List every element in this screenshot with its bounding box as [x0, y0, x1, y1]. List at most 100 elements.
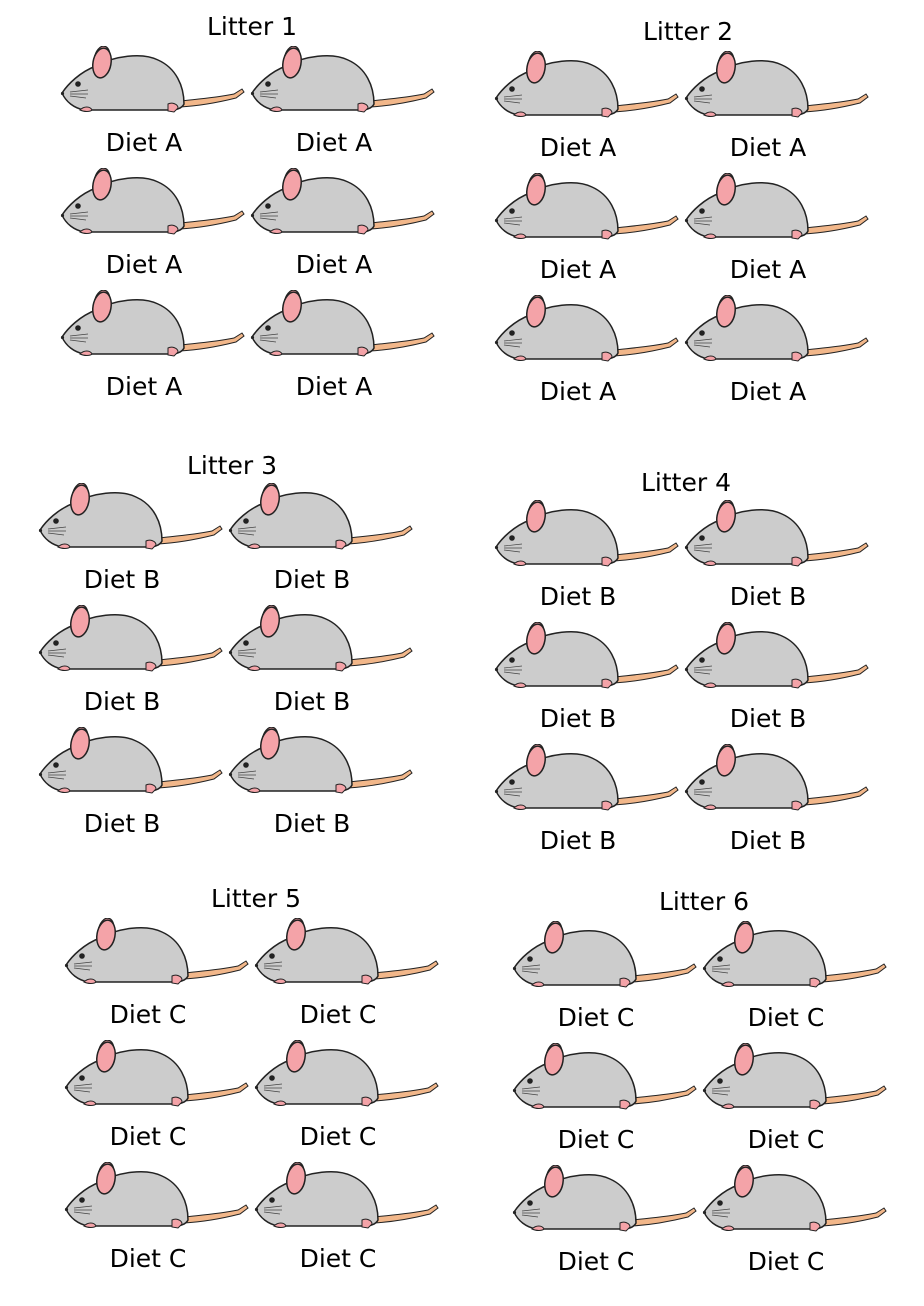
mouse-icon — [682, 744, 872, 824]
mouse-item: Diet C — [510, 921, 700, 1043]
mouse-item: Diet C — [700, 1043, 890, 1165]
mouse-item: Diet C — [510, 1165, 700, 1287]
mouse-item: Diet A — [248, 168, 438, 290]
mouse-item: Diet A — [682, 295, 872, 417]
mouse-icon — [510, 921, 700, 1001]
diet-label: Diet B — [539, 704, 617, 733]
mouse-item: Diet B — [682, 622, 872, 744]
diet-label: Diet B — [273, 565, 351, 594]
mouse-icon — [58, 168, 248, 248]
mouse-icon — [682, 51, 872, 131]
diet-label: Diet B — [273, 687, 351, 716]
mouse-item: Diet C — [252, 918, 442, 1040]
diet-label: Diet C — [109, 1122, 187, 1151]
mouse-icon — [682, 295, 872, 375]
mouse-icon — [492, 295, 682, 375]
litter-title: Litter 3 — [187, 451, 277, 480]
mouse-item: Diet B — [226, 483, 416, 605]
mouse-item: Diet A — [492, 295, 682, 417]
mouse-icon — [36, 483, 226, 563]
diet-label: Diet A — [729, 133, 807, 162]
mouse-item: Diet C — [510, 1043, 700, 1165]
mouse-icon — [510, 1165, 700, 1245]
mouse-icon — [226, 727, 416, 807]
mouse-item: Diet A — [58, 290, 248, 412]
diet-label: Diet C — [109, 1244, 187, 1273]
diet-label: Diet A — [729, 255, 807, 284]
mouse-icon — [62, 1040, 252, 1120]
diet-label: Diet A — [295, 372, 373, 401]
mouse-icon — [510, 1043, 700, 1123]
mouse-item: Diet B — [492, 622, 682, 744]
mouse-item: Diet A — [248, 46, 438, 168]
diet-label: Diet C — [747, 1125, 825, 1154]
mouse-icon — [492, 744, 682, 824]
mouse-item: Diet B — [682, 500, 872, 622]
diet-label: Diet A — [295, 250, 373, 279]
diet-label: Diet A — [729, 377, 807, 406]
diet-label: Diet C — [557, 1125, 635, 1154]
mouse-item: Diet B — [682, 744, 872, 866]
mouse-icon — [492, 51, 682, 131]
diet-label: Diet B — [729, 582, 807, 611]
litter-title: Litter 5 — [211, 884, 301, 913]
diet-label: Diet C — [299, 1000, 377, 1029]
mouse-icon — [36, 605, 226, 685]
mouse-item: Diet B — [36, 605, 226, 727]
mouse-icon — [252, 1040, 442, 1120]
mouse-item: Diet C — [252, 1162, 442, 1284]
litter-title: Litter 1 — [207, 12, 297, 41]
mouse-icon — [492, 500, 682, 580]
diet-label: Diet C — [747, 1247, 825, 1276]
litter-title: Litter 6 — [659, 887, 749, 916]
mouse-icon — [700, 1165, 890, 1245]
mouse-item: Diet B — [36, 483, 226, 605]
diet-label: Diet A — [105, 372, 183, 401]
mouse-icon — [62, 918, 252, 998]
mouse-icon — [36, 727, 226, 807]
diet-label: Diet C — [299, 1122, 377, 1151]
diet-label: Diet C — [747, 1003, 825, 1032]
mouse-item: Diet B — [226, 727, 416, 849]
mouse-icon — [248, 290, 438, 370]
diet-label: Diet B — [83, 565, 161, 594]
mouse-item: Diet A — [682, 51, 872, 173]
mouse-icon — [682, 500, 872, 580]
mouse-item: Diet A — [58, 46, 248, 168]
mouse-icon — [252, 918, 442, 998]
mouse-item: Diet A — [492, 173, 682, 295]
diet-label: Diet B — [539, 582, 617, 611]
diet-label: Diet A — [105, 128, 183, 157]
mouse-icon — [226, 483, 416, 563]
mouse-icon — [492, 622, 682, 702]
diet-label: Diet C — [109, 1000, 187, 1029]
diet-label: Diet B — [539, 826, 617, 855]
mouse-icon — [248, 46, 438, 126]
mouse-icon — [700, 1043, 890, 1123]
diet-label: Diet B — [729, 704, 807, 733]
mouse-icon — [700, 921, 890, 1001]
mouse-icon — [682, 173, 872, 253]
mouse-item: Diet B — [492, 744, 682, 866]
diet-label: Diet C — [557, 1003, 635, 1032]
diet-label: Diet B — [83, 809, 161, 838]
diet-label: Diet A — [539, 133, 617, 162]
mouse-item: Diet C — [62, 918, 252, 1040]
diet-label: Diet B — [83, 687, 161, 716]
mouse-item: Diet B — [226, 605, 416, 727]
mouse-item: Diet A — [492, 51, 682, 173]
mouse-item: Diet C — [700, 921, 890, 1043]
mouse-item: Diet A — [248, 290, 438, 412]
mouse-item: Diet C — [62, 1040, 252, 1162]
mouse-item: Diet B — [492, 500, 682, 622]
mouse-item: Diet A — [58, 168, 248, 290]
diet-label: Diet C — [299, 1244, 377, 1273]
litter-title: Litter 2 — [643, 17, 733, 46]
mouse-item: Diet B — [36, 727, 226, 849]
mouse-item: Diet C — [252, 1040, 442, 1162]
mouse-item: Diet A — [682, 173, 872, 295]
mouse-icon — [682, 622, 872, 702]
litter-title: Litter 4 — [641, 468, 731, 497]
diet-label: Diet B — [729, 826, 807, 855]
diet-label: Diet A — [105, 250, 183, 279]
